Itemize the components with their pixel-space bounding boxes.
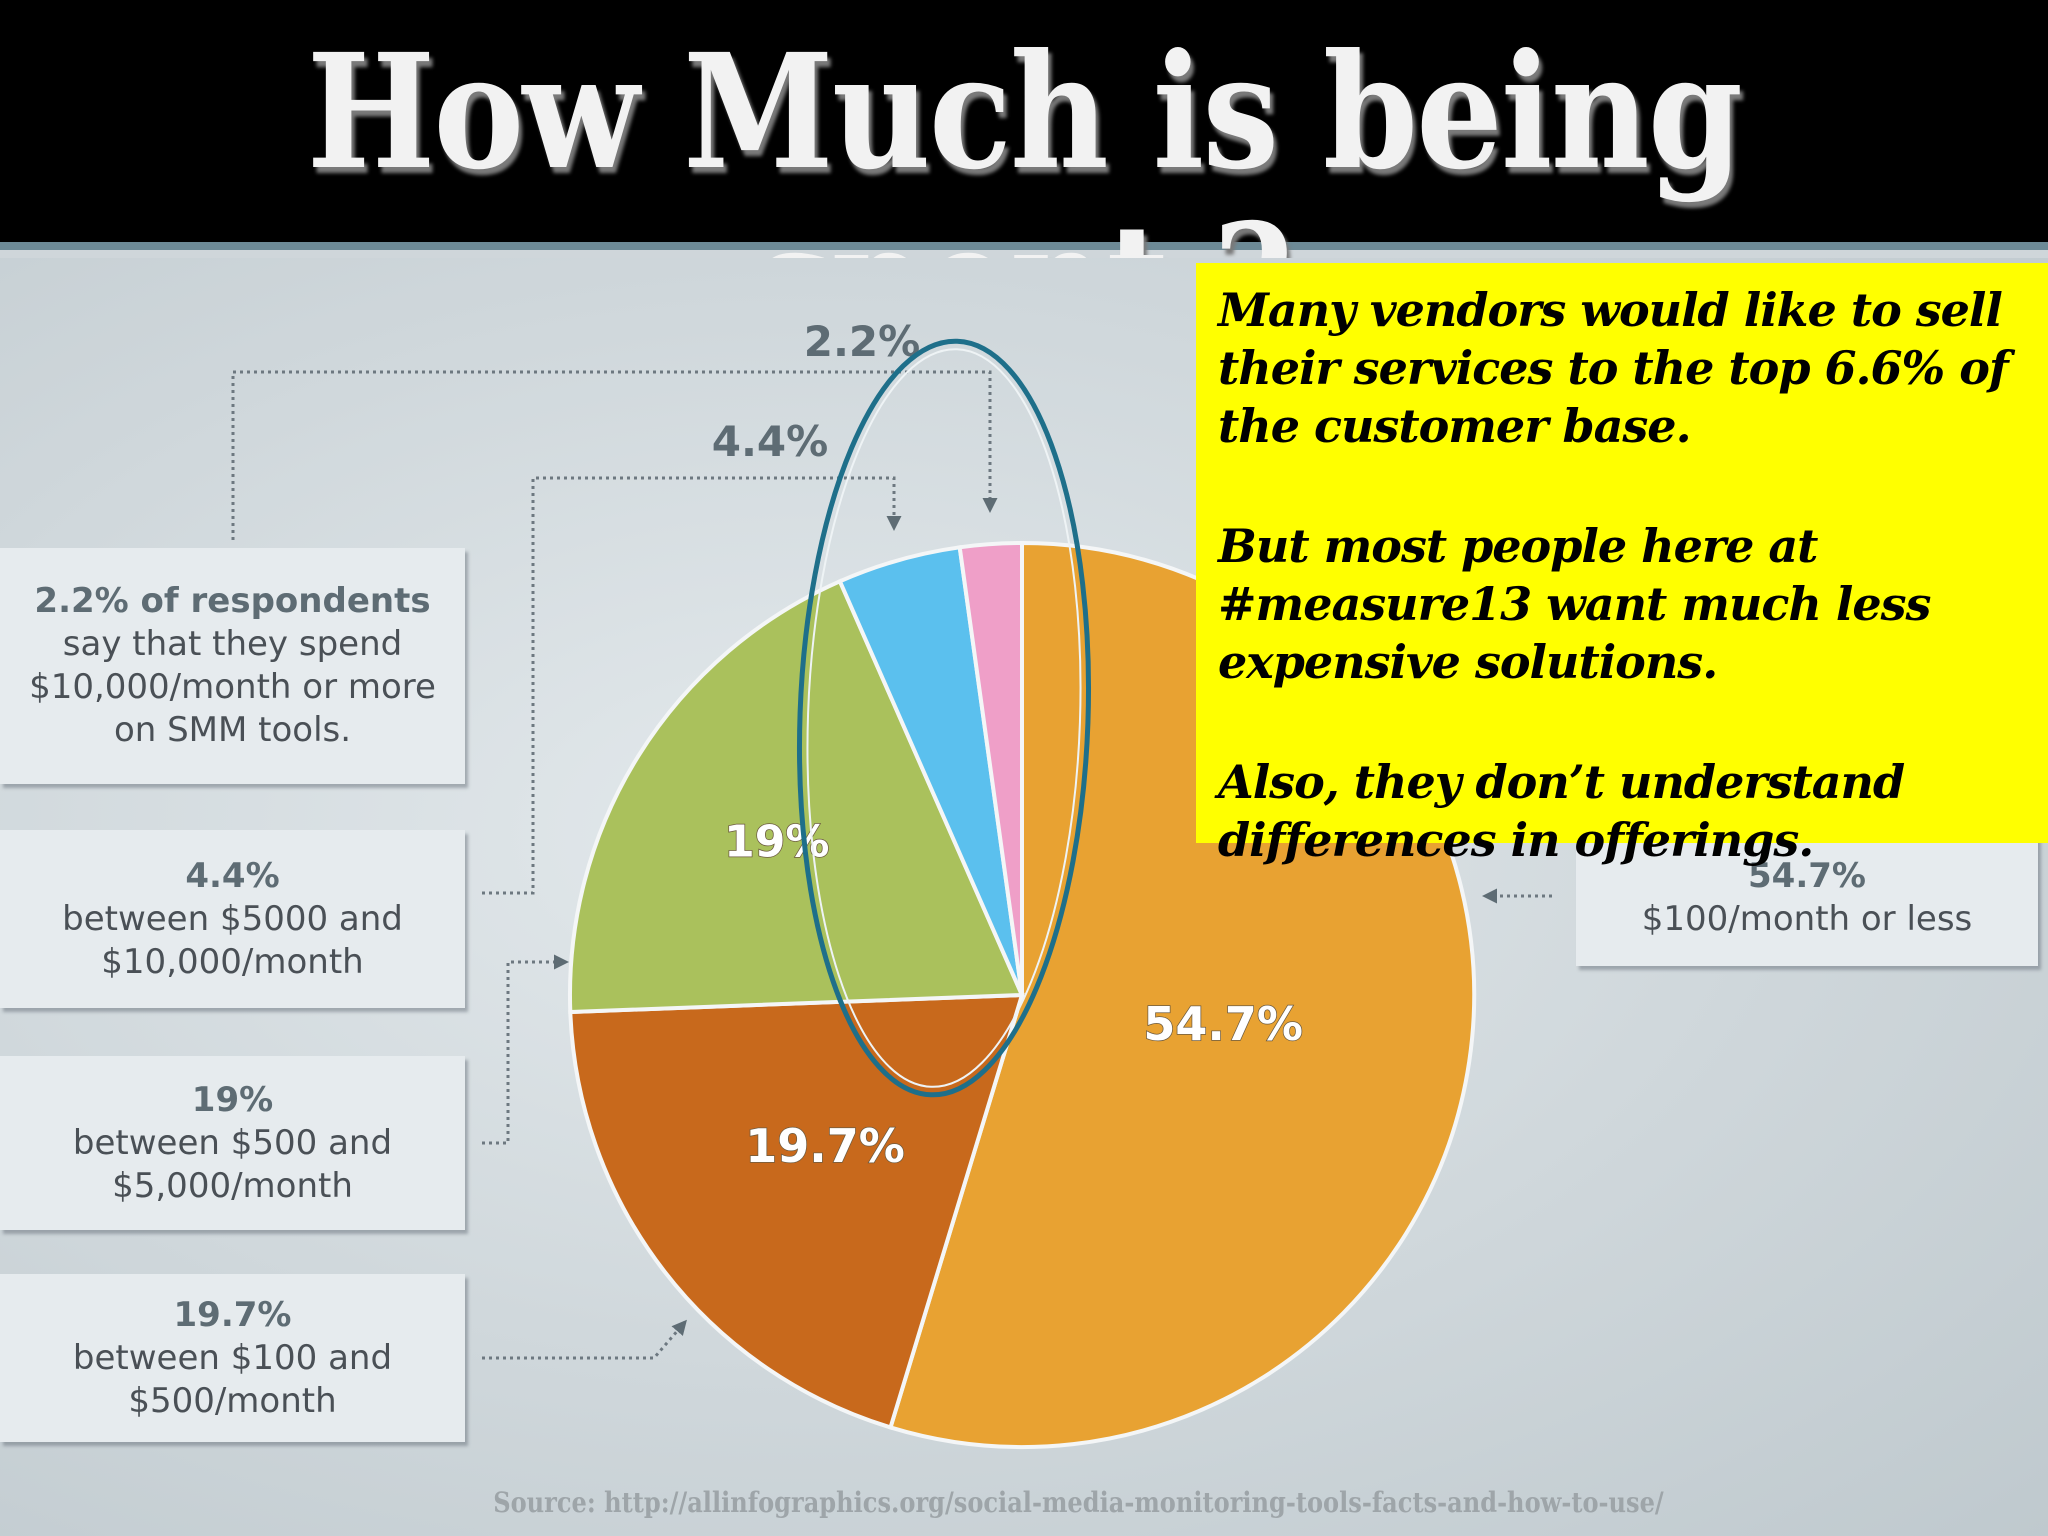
pie-slice-label: 54.7% [1143,997,1303,1051]
title-bar: How Much is being spent ? [0,0,2048,368]
legend-box-54-7: 54.7% $100/month or less [1576,830,2038,966]
pie-slice-label: 2.2% [804,317,920,366]
legend-pct: 19% [191,1079,274,1120]
legend-pct: 4.4% [185,855,280,896]
callout-paragraph: Also, they don’t understand differences … [1218,755,1905,867]
highlight-ellipse [796,338,1092,1098]
legend-line: $100/month or less [1641,899,1973,939]
pie-slice-labels: 54.7%19.7%19%4.4%2.2% [712,317,1304,1174]
pie-slice [568,992,1025,1430]
pie-slice [957,540,1024,996]
source-citation: Source: http://allinfographics.org/socia… [493,1486,1664,1519]
callout-note: Many vendors would like to sell their se… [1196,263,2048,867]
legend-pct: 54.7% [1748,856,1866,896]
legend-line: $10,000/month or more [29,667,436,707]
legend-box-2-2: 2.2% of respondents say that they spend … [0,548,465,784]
legend-pct: 19.7% [173,1294,292,1335]
connector-top [231,370,998,540]
legend-box-19: 19% between $500 and $5,000/month [0,1056,465,1230]
legend-box-19-7: 19.7% between $100 and $500/month [0,1274,465,1442]
pie-slice-label: 4.4% [712,417,828,466]
pie-slice-label: 19.7% [745,1119,905,1173]
legend-box-4-4: 4.4% between $5000 and $10,000/month [0,830,465,1008]
legend-line: $500/month [128,1380,337,1421]
legend-line: say that they spend [62,624,403,664]
pie-slice [567,578,1026,1015]
connector-19 [482,954,569,1145]
connector-197 [482,1319,687,1360]
legend-pct: 2.2% of respondents [34,581,431,621]
callout-paragraph: But most people here at #measure13 want … [1218,519,1931,689]
legend-line: $10,000/month [101,941,364,982]
legend-line: on SMM tools. [113,710,352,750]
page-title: How Much is being spent ? [306,20,1743,368]
legend-line: $5,000/month [112,1165,353,1206]
callout-paragraph: Many vendors would like to sell their se… [1218,283,2009,453]
legend-connectors [231,370,1552,1360]
legend-line: between $5000 and [62,898,403,939]
legend-line: between $100 and [72,1337,393,1378]
legend-line: between $500 and [72,1122,393,1163]
